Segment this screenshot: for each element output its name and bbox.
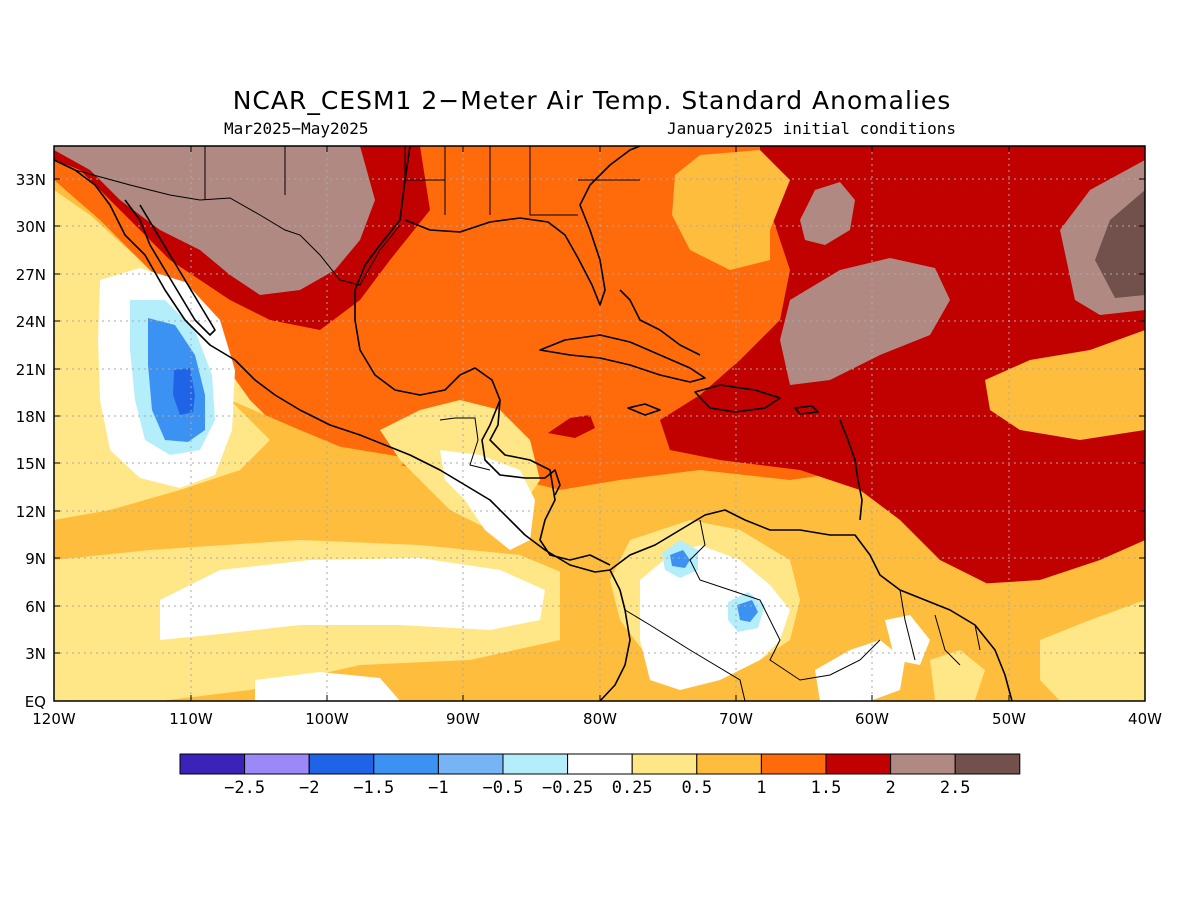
jamaica-coastline: [627, 403, 661, 416]
colorbar-swatch: [567, 753, 633, 775]
baja-dark-blue-core: [173, 368, 195, 415]
guatemala-border: [439, 417, 491, 471]
lon-label: 50W: [992, 710, 1026, 728]
gridlines: [54, 146, 1145, 701]
colombia-blue-spot: [670, 550, 690, 568]
lon-label: 100W: [305, 710, 349, 728]
lat-label: 15N: [16, 455, 46, 473]
colorbar-swatch: [890, 753, 956, 775]
colorbar-label: −0.5: [483, 778, 524, 798]
latitude-labels: 33N 30N 27N 24N 21N 18N 15N 12N 9N 6N 3N…: [16, 171, 46, 711]
colorbar-swatch: [825, 753, 892, 775]
colorbar-swatch: [760, 753, 827, 775]
colorbar-swatch: [308, 753, 375, 775]
longitude-labels: 120W 110W 100W 90W 80W 70W 60W 50W 40W: [32, 710, 1162, 728]
atlantic-brown-patch: [1095, 190, 1145, 298]
colorbar-swatch: [696, 753, 762, 775]
venezuela-white: [640, 545, 790, 690]
colorbar-swatch: [179, 753, 246, 775]
colorbar-label: 1: [756, 778, 766, 798]
south-america-coastline: [609, 509, 1013, 701]
colorbar-swatch: [631, 753, 698, 775]
colombia-border: [624, 609, 746, 701]
colorbar-label: 0.5: [681, 778, 712, 798]
cuba-coastline: [539, 334, 706, 383]
us-gulf-coastline: [404, 146, 641, 306]
colorbar-swatch: [373, 753, 439, 775]
colorbar-label: −2: [299, 778, 319, 798]
lat-label: 27N: [16, 266, 46, 284]
lesser-antilles: [839, 419, 863, 521]
lat-label: 18N: [16, 408, 46, 426]
colorbar-label: −0.25: [542, 778, 593, 798]
axis-ticks: [54, 146, 1145, 701]
colorbar-label: 2.5: [940, 778, 971, 798]
mexico-pacific-coastline: [54, 159, 611, 573]
lat-label: 6N: [25, 598, 46, 616]
atlantic-yellow-ribbon: [1040, 600, 1145, 701]
baja-coastline: [124, 199, 216, 336]
guiana-yellow: [930, 650, 985, 700]
south-america-pacific-coastline: [599, 569, 631, 701]
us-mexico-border: [74, 169, 401, 286]
lon-label: 110W: [169, 710, 213, 728]
amazon-white: [815, 640, 905, 701]
hispaniola-coastline: [694, 384, 781, 413]
map-title: NCAR_CESM1 2−Meter Air Temp. Standard An…: [232, 86, 952, 115]
initial-conditions: January2025 initial conditions: [667, 119, 956, 138]
lon-label: 40W: [1128, 710, 1162, 728]
lon-label: 60W: [855, 710, 889, 728]
colorbar-labels: −2.5 −2 −1.5 −1 −0.5 −0.25 0.25 0.5 1 1.5 2 2.5: [224, 778, 970, 798]
colorbar-label: 2: [885, 778, 895, 798]
forecast-period: Mar2025−May2025: [224, 119, 369, 138]
lat-label: 33N: [16, 171, 46, 189]
lon-label: 120W: [32, 710, 76, 728]
venezuela-border: [689, 519, 881, 681]
coastlines: [54, 146, 1013, 701]
colorbar-swatch: [954, 753, 1021, 775]
central-america-white: [440, 450, 535, 550]
atlantic-mauve-small: [800, 182, 855, 245]
us-state-borders: [204, 146, 640, 216]
lat-label: 30N: [16, 218, 46, 236]
colorbar-swatch: [502, 753, 569, 775]
lat-label: EQ: [25, 693, 46, 711]
colorbar-label: 1.5: [811, 778, 842, 798]
colorbar: [179, 753, 1021, 775]
lat-label: 21N: [16, 361, 46, 379]
borders: [74, 146, 981, 701]
atlantic-red-region: [660, 146, 1145, 590]
lat-label: 3N: [25, 645, 46, 663]
mexico-mauve-region: [54, 146, 375, 295]
lat-label: 9N: [25, 550, 46, 568]
colorbar-label: 0.25: [612, 778, 653, 798]
atlantic-yellow-orange-north: [672, 150, 790, 270]
colorbar-swatch: [244, 753, 310, 775]
bahamas-coastline: [619, 289, 701, 356]
gulf-coastline: [354, 146, 561, 496]
puerto-rico-coastline: [794, 405, 819, 415]
guiana-borders: [899, 589, 981, 666]
pacific-yellow-orange-mid: [110, 400, 560, 545]
colorbar-label: −2.5: [224, 778, 265, 798]
colorbar-swatch: [437, 753, 504, 775]
venezuela-blue-spot: [737, 600, 758, 622]
lon-label: 70W: [719, 710, 753, 728]
pacific-white-band: [160, 558, 545, 640]
lat-label: 24N: [16, 313, 46, 331]
colorbar-label: −1: [428, 778, 448, 798]
lon-label: 90W: [446, 710, 480, 728]
caribbean-red-patch: [548, 415, 595, 438]
atlantic-yellow-orange-east: [985, 330, 1145, 440]
colorbar-label: −1.5: [353, 778, 394, 798]
lon-label: 80W: [583, 710, 617, 728]
central-america-caribbean-coastline: [489, 399, 611, 566]
lat-label: 12N: [16, 503, 46, 521]
